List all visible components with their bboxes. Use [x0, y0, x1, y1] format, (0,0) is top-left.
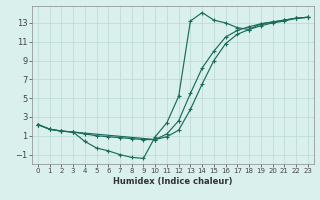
X-axis label: Humidex (Indice chaleur): Humidex (Indice chaleur) — [113, 177, 233, 186]
